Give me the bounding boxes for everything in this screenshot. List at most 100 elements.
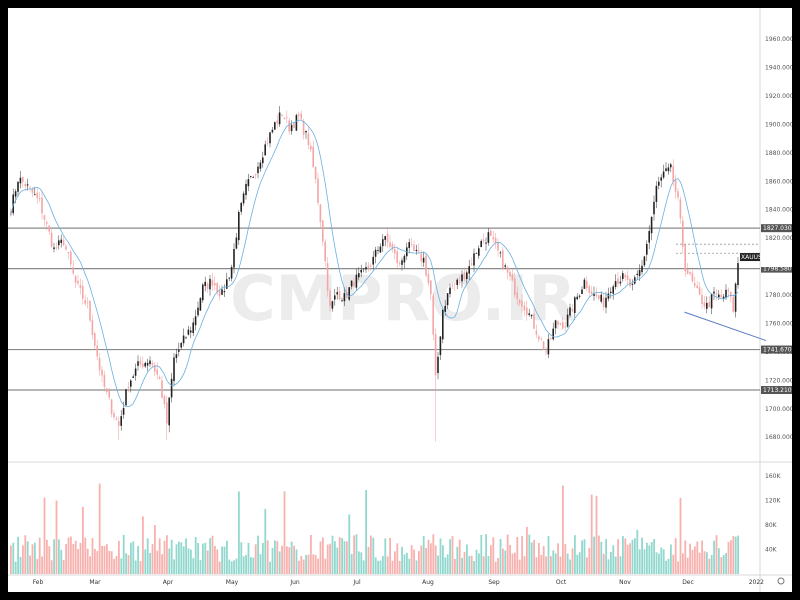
volume-bar [197,542,199,574]
volume-bar [487,556,490,574]
candle-body [314,167,317,180]
volume-bar [134,560,137,574]
volume-bar [502,548,504,574]
volume-bar [386,556,389,574]
candle-body [178,349,180,352]
volume-bar [569,559,571,574]
volume-bar [142,516,144,574]
candle-body [442,309,444,340]
volume-bar [338,537,341,574]
candle-body [312,146,314,168]
volume-bar [708,558,711,574]
candle-body [338,291,341,300]
level-price-tag-bg [761,264,792,273]
candle-body [590,291,593,295]
candle-body [293,122,295,128]
candle-body [461,274,463,282]
candle-body [226,279,228,289]
candle-body [48,225,50,232]
volume-bar [461,557,463,574]
candle-body [331,301,334,309]
price-tick-label: 1700.000 [765,406,792,413]
candle-body [163,396,166,405]
volume-bar [168,548,171,574]
candle-body [682,220,684,247]
price-tick-label: 1760.000 [765,320,792,327]
price-tick-label: 1860.000 [765,178,792,185]
candle-body [689,271,691,274]
volume-bar [22,545,24,574]
candle-body [31,188,34,193]
volume-bar [463,551,466,574]
volume-bar [82,506,84,574]
volume-bar [34,542,36,574]
volume-bar [514,552,516,574]
volume-bar [542,546,545,574]
symbol-tag: XAUUSD [741,254,767,261]
candle-body [574,297,576,314]
volume-bar [670,544,672,574]
volume-bar [278,551,281,574]
volume-bar [317,558,319,574]
candle-body [629,279,631,287]
volume-bar [329,543,331,574]
candle-body [622,273,624,279]
volume-bar [322,537,324,574]
candle-body [26,184,29,186]
price-tick-label: 1940.000 [765,65,792,72]
candle-body [58,240,60,246]
volume-bar [682,553,684,574]
volume-bar [377,560,379,574]
candle-body [730,291,732,297]
volume-bar [480,534,483,574]
candle-body [19,177,22,184]
candle-body [415,249,418,252]
price-chart[interactable]: CMPRO.IR 1960.000 1940.000 1920.000 1900.00… [8,8,792,592]
candle-body [310,145,312,150]
volume-bar [283,491,286,574]
volume-bar [341,538,343,574]
candle-body [485,242,487,244]
level-price-tag-bg [761,386,792,395]
volume-bar [216,549,219,574]
volume-bar [538,542,540,574]
volume-bar [367,546,370,574]
volume-bar [389,537,391,574]
candle-body [696,285,698,288]
candle-body [538,336,540,340]
last-price-bg [761,253,792,268]
candle-body [334,295,336,300]
volume-bar [636,529,639,574]
candle-body [413,244,415,251]
volume-bar [17,536,19,574]
volume-bar [722,555,725,574]
candle-body [348,287,350,300]
candle-body [526,307,528,315]
volume-bar [478,553,480,574]
candle-body [259,162,262,169]
volume-bar [710,554,713,574]
candle-body [235,237,238,249]
moving-average-line [10,119,739,408]
volume-bar [355,534,358,574]
volume-bar [360,552,363,574]
price-tick-label: 1820.000 [765,235,792,242]
candle-body [614,281,617,288]
volume-bar [240,542,243,574]
candle-body [300,113,302,119]
volume-bar [190,549,192,574]
candle-body [10,211,12,216]
volume-bar [691,549,694,574]
volume-bar [698,552,701,574]
candle-body [624,274,626,278]
volume-bar [118,540,120,574]
candle-body [362,268,365,270]
volume-bar [732,535,735,574]
candle-body [490,230,492,236]
volume-bar [595,495,598,574]
volume-bar [271,547,274,574]
volume-bar [535,557,538,574]
candle-body [86,301,89,303]
level-price-tag-bg [761,224,792,233]
candle-body [108,391,110,398]
